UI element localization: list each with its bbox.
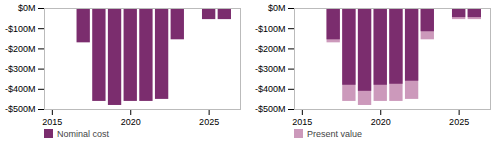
- html-text:Present value: Present value: [307, 128, 362, 139]
- svg-text:-$100M: -$100M: [255, 24, 286, 34]
- svg-text:-$300M: -$300M: [255, 64, 286, 74]
- svg-text:2015: 2015: [42, 117, 62, 127]
- svg-text:-$400M: -$400M: [5, 84, 36, 94]
- svg-text:2015: 2015: [292, 117, 312, 127]
- svg-text:-$100M: -$100M: [5, 24, 36, 34]
- svg-text:-$400M: -$400M: [255, 84, 286, 94]
- svg-text:$0M: $0M: [18, 3, 36, 13]
- svg-text:-$200M: -$200M: [5, 44, 36, 54]
- svg-text:2025: 2025: [449, 117, 469, 127]
- svg-text:-$500M: -$500M: [5, 104, 36, 114]
- svg-text:2020: 2020: [371, 117, 391, 127]
- svg-text:-$500M: -$500M: [255, 104, 286, 114]
- svg-text:-$200M: -$200M: [255, 44, 286, 54]
- svg-text:$0M: $0M: [268, 3, 286, 13]
- svg-text:2020: 2020: [121, 117, 141, 127]
- html-text:Nominal cost: Nominal cost: [57, 128, 109, 139]
- svg-text:-$300M: -$300M: [5, 64, 36, 74]
- svg-text:2025: 2025: [199, 117, 219, 127]
